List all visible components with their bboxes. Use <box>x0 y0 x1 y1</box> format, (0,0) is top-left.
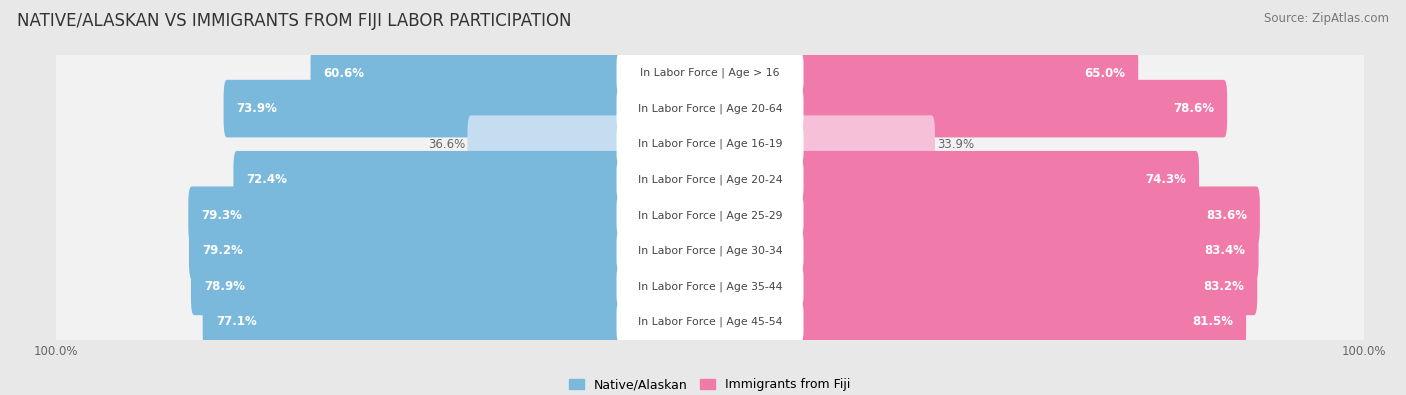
Text: 65.0%: 65.0% <box>1084 67 1125 79</box>
FancyBboxPatch shape <box>202 293 713 351</box>
FancyBboxPatch shape <box>188 186 713 244</box>
Text: 72.4%: 72.4% <box>246 173 287 186</box>
Text: In Labor Force | Age 16-19: In Labor Force | Age 16-19 <box>638 139 782 149</box>
FancyBboxPatch shape <box>311 44 713 102</box>
FancyBboxPatch shape <box>707 222 1258 280</box>
Text: In Labor Force | Age 30-34: In Labor Force | Age 30-34 <box>638 246 782 256</box>
Text: In Labor Force | Age 20-24: In Labor Force | Age 20-24 <box>638 175 782 185</box>
FancyBboxPatch shape <box>55 102 1365 187</box>
FancyBboxPatch shape <box>617 125 803 163</box>
FancyBboxPatch shape <box>55 66 1365 151</box>
FancyBboxPatch shape <box>55 137 1365 222</box>
Text: Source: ZipAtlas.com: Source: ZipAtlas.com <box>1264 12 1389 25</box>
FancyBboxPatch shape <box>707 258 1257 315</box>
Text: In Labor Force | Age 45-54: In Labor Force | Age 45-54 <box>638 317 782 327</box>
FancyBboxPatch shape <box>707 44 1139 102</box>
FancyBboxPatch shape <box>55 244 1365 329</box>
Text: 83.4%: 83.4% <box>1205 245 1246 257</box>
Text: In Labor Force | Age 25-29: In Labor Force | Age 25-29 <box>638 210 782 220</box>
FancyBboxPatch shape <box>467 115 713 173</box>
FancyBboxPatch shape <box>55 173 1365 258</box>
Text: 60.6%: 60.6% <box>323 67 364 79</box>
Text: 77.1%: 77.1% <box>215 316 256 328</box>
FancyBboxPatch shape <box>707 80 1227 137</box>
Text: 74.3%: 74.3% <box>1144 173 1187 186</box>
Legend: Native/Alaskan, Immigrants from Fiji: Native/Alaskan, Immigrants from Fiji <box>564 373 856 395</box>
FancyBboxPatch shape <box>617 161 803 199</box>
FancyBboxPatch shape <box>55 208 1365 293</box>
Text: 83.6%: 83.6% <box>1206 209 1247 222</box>
Text: 33.9%: 33.9% <box>936 138 974 150</box>
Text: 78.9%: 78.9% <box>204 280 245 293</box>
FancyBboxPatch shape <box>617 196 803 234</box>
Text: 73.9%: 73.9% <box>236 102 277 115</box>
FancyBboxPatch shape <box>617 54 803 92</box>
FancyBboxPatch shape <box>617 232 803 270</box>
Text: In Labor Force | Age 20-64: In Labor Force | Age 20-64 <box>638 103 782 114</box>
FancyBboxPatch shape <box>188 222 713 280</box>
FancyBboxPatch shape <box>707 115 935 173</box>
FancyBboxPatch shape <box>224 80 713 137</box>
FancyBboxPatch shape <box>707 293 1246 351</box>
FancyBboxPatch shape <box>707 186 1260 244</box>
Text: 83.2%: 83.2% <box>1204 280 1244 293</box>
Text: 78.6%: 78.6% <box>1173 102 1215 115</box>
Text: 79.3%: 79.3% <box>201 209 242 222</box>
FancyBboxPatch shape <box>55 279 1365 365</box>
FancyBboxPatch shape <box>617 303 803 341</box>
Text: In Labor Force | Age > 16: In Labor Force | Age > 16 <box>640 68 780 78</box>
FancyBboxPatch shape <box>233 151 713 209</box>
FancyBboxPatch shape <box>707 151 1199 209</box>
Text: 79.2%: 79.2% <box>202 245 243 257</box>
FancyBboxPatch shape <box>617 90 803 128</box>
FancyBboxPatch shape <box>617 267 803 305</box>
FancyBboxPatch shape <box>191 258 713 315</box>
Text: 81.5%: 81.5% <box>1192 316 1233 328</box>
Text: NATIVE/ALASKAN VS IMMIGRANTS FROM FIJI LABOR PARTICIPATION: NATIVE/ALASKAN VS IMMIGRANTS FROM FIJI L… <box>17 12 571 30</box>
Text: 36.6%: 36.6% <box>429 138 465 150</box>
FancyBboxPatch shape <box>55 30 1365 116</box>
Text: In Labor Force | Age 35-44: In Labor Force | Age 35-44 <box>638 281 782 292</box>
